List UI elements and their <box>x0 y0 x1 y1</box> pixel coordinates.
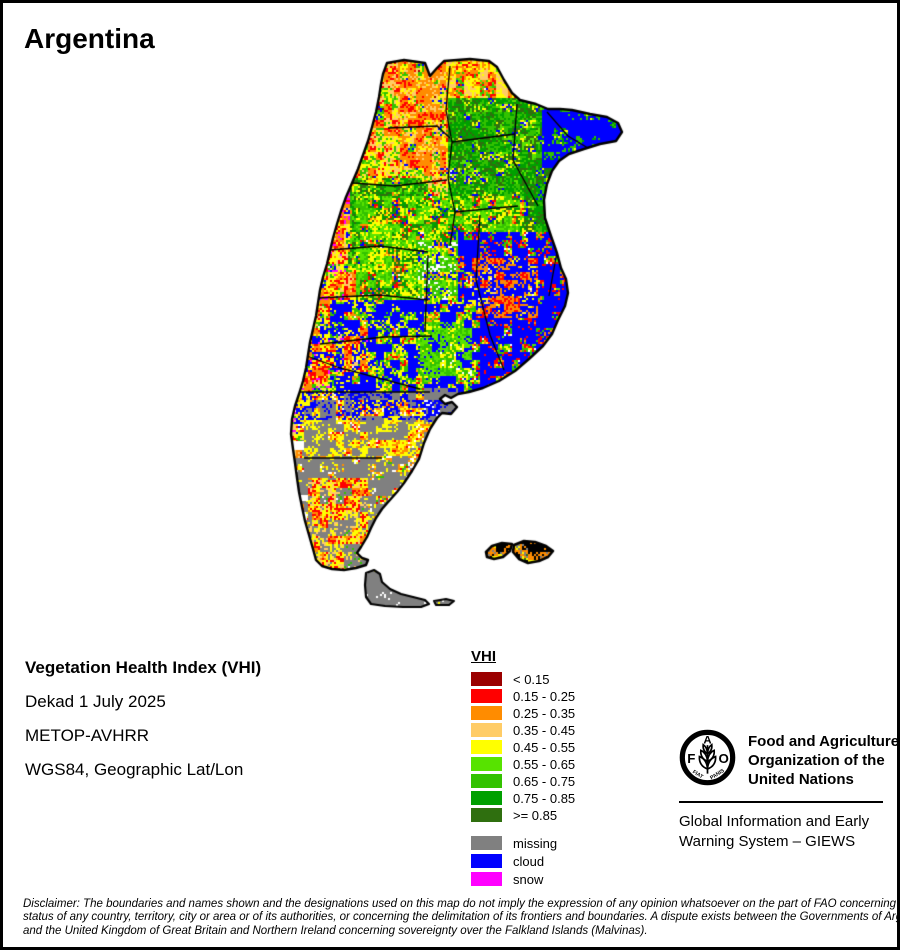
legend-title: VHI <box>471 648 497 665</box>
legend-row: < 0.15 <box>471 671 575 687</box>
legend-label: snow <box>513 871 544 887</box>
index-name: Vegetation Health Index (VHI) <box>25 658 262 677</box>
legend-row: snow <box>471 871 575 887</box>
legend-row: 0.35 - 0.45 <box>471 722 576 738</box>
legend-swatch <box>471 791 502 805</box>
legend-swatch <box>471 872 502 886</box>
legend-label: 0.45 - 0.55 <box>513 739 576 755</box>
legend-swatch <box>471 723 502 737</box>
map-info-block: Vegetation Health Index (VHI) Dekad 1 Ju… <box>25 651 261 787</box>
dekad-date: Dekad 1 July 2025 <box>25 692 166 711</box>
legend-row: 0.15 - 0.25 <box>471 688 576 704</box>
legend-label: 0.75 - 0.85 <box>513 790 576 806</box>
fao-org-name: Food and Agriculture Organization of the… <box>748 729 900 789</box>
legend-spacer <box>471 825 575 836</box>
fao-logo-icon: F A O FIAT PANIS <box>679 729 736 786</box>
legend-swatch <box>471 740 502 754</box>
fao-org-line: United Nations <box>748 771 854 788</box>
legend-swatch <box>471 672 502 686</box>
legend-swatch <box>471 808 502 822</box>
legend-row: missing <box>471 835 575 851</box>
legend-swatch <box>471 757 502 771</box>
giews-line: Global Information and Early <box>679 813 870 830</box>
legend-label: 0.15 - 0.25 <box>513 688 576 704</box>
legend-swatch <box>471 689 502 703</box>
fao-divider <box>679 801 883 803</box>
legend-swatch <box>471 774 502 788</box>
legend-swatch <box>471 706 502 720</box>
legend-row: 0.55 - 0.65 <box>471 756 576 772</box>
legend-swatch <box>471 854 502 868</box>
fao-org-line: Food and Agriculture <box>748 733 900 750</box>
legend-label: 0.25 - 0.35 <box>513 705 576 721</box>
fao-block: F A O FIAT PANIS Food and Agriculture Or… <box>679 729 897 852</box>
legend-extra-rows: missing cloud snow <box>471 835 575 887</box>
legend-row: 0.65 - 0.75 <box>471 773 576 789</box>
fao-letter-o: O <box>718 751 728 766</box>
fao-letter-a: A <box>703 734 711 746</box>
giews-line: Warning System – GIEWS <box>679 833 856 850</box>
disclaimer-line: and the United Kingdom of Great Britain … <box>23 924 648 937</box>
legend-row: cloud <box>471 853 575 869</box>
legend-label: >= 0.85 <box>513 807 558 823</box>
legend-row: 0.75 - 0.85 <box>471 790 576 806</box>
legend-row: 0.45 - 0.55 <box>471 739 576 755</box>
legend-label: 0.65 - 0.75 <box>513 773 576 789</box>
legend-row: 0.25 - 0.35 <box>471 705 576 721</box>
legend-label: 0.55 - 0.65 <box>513 756 576 772</box>
fao-org-line: Organization of the <box>748 752 885 769</box>
legend-label: cloud <box>513 853 545 869</box>
legend-class-rows: < 0.15 0.15 - 0.25 0.25 - 0.35 0.35 - 0.45 0… <box>471 671 576 823</box>
disclaimer-line: status of any country, territory, city o… <box>23 911 900 923</box>
sensor-name: METOP-AVHRR <box>25 726 150 745</box>
legend-label: 0.35 - 0.45 <box>513 722 576 738</box>
giews-label: Global Information and Early Warning Sys… <box>679 812 885 852</box>
legend-label: missing <box>513 835 558 851</box>
legend-swatch <box>471 836 502 850</box>
legend-label: < 0.15 <box>513 671 550 687</box>
legend-row: >= 0.85 <box>471 807 575 823</box>
vhi-legend: VHI < 0.15 0.15 - 0.25 0.25 - 0.35 0.35 - 0… <box>471 648 575 890</box>
projection-info: WGS84, Geographic Lat/Lon <box>25 760 244 779</box>
disclaimer: Disclaimer: The boundaries and names sho… <box>23 897 900 939</box>
fao-header: F A O FIAT PANIS Food and Agriculture Or… <box>679 729 897 789</box>
page-title: Argentina <box>24 23 155 54</box>
disclaimer-line: Disclaimer: The boundaries and names sho… <box>23 897 900 910</box>
fao-letter-f: F <box>687 751 695 766</box>
fao-motto-fiat: FIAT <box>691 769 704 780</box>
